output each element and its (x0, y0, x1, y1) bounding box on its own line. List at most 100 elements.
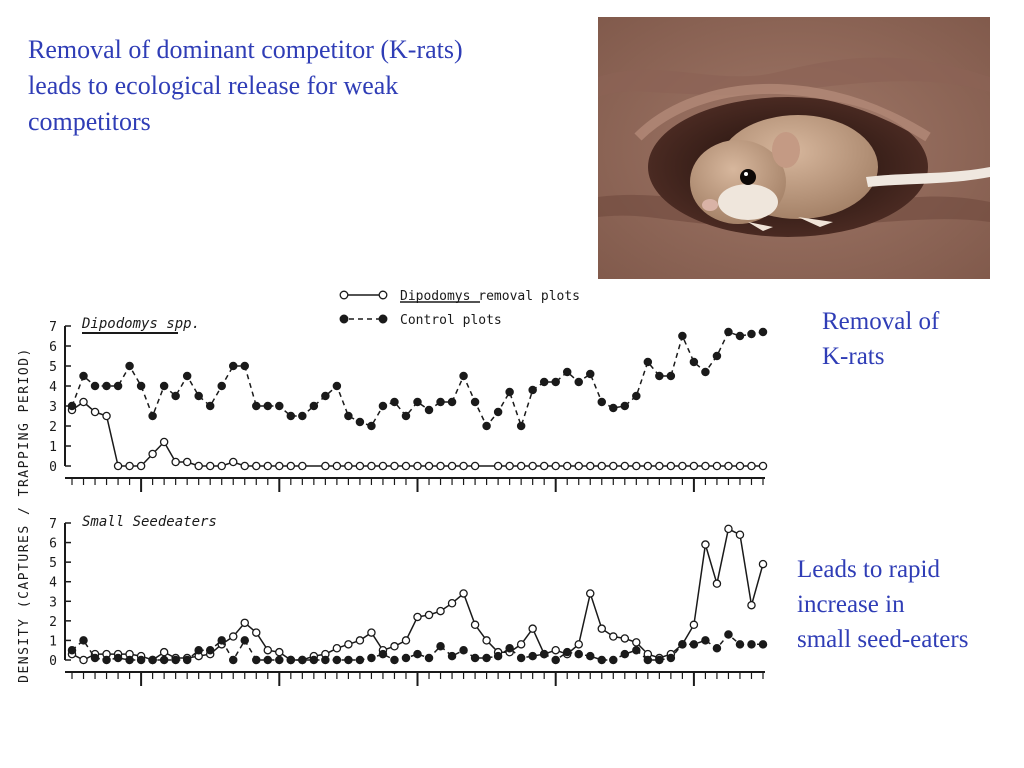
point-control (102, 655, 111, 665)
point-removal (367, 628, 376, 637)
point-control (632, 645, 641, 655)
point-control (67, 645, 77, 655)
point-control (113, 381, 123, 391)
point-removal (321, 461, 330, 471)
point-removal (286, 461, 296, 471)
series-line-removal (71, 527, 764, 661)
point-control (459, 371, 468, 381)
point-control (148, 655, 157, 665)
point-control (263, 655, 273, 665)
point-control (321, 391, 330, 401)
point-control (413, 397, 422, 407)
point-control (424, 653, 434, 663)
point-removal (159, 437, 169, 447)
y-tick-label: 3 (49, 400, 57, 415)
point-control (390, 397, 399, 407)
point-removal (724, 524, 733, 534)
point-control (298, 411, 307, 421)
point-control (102, 381, 111, 391)
legend-entry: Dipodomys removal plots (400, 289, 580, 304)
kangaroo-rat-photo (598, 17, 990, 279)
point-removal (712, 461, 722, 471)
y-tick-label: 2 (49, 420, 57, 435)
point-removal (666, 461, 676, 471)
point-removal (413, 612, 422, 622)
point-removal (482, 636, 491, 645)
point-removal (275, 461, 284, 471)
point-control (574, 649, 583, 659)
legend-marker (378, 314, 388, 324)
point-removal (574, 461, 583, 471)
point-control (263, 401, 273, 411)
point-control (655, 655, 664, 665)
point-removal (643, 461, 653, 471)
point-removal (263, 645, 273, 655)
legend-marker (339, 290, 349, 300)
point-removal (586, 461, 595, 471)
y-tick-label: 5 (49, 556, 57, 571)
point-control (562, 367, 572, 377)
point-removal (758, 559, 768, 569)
point-removal (332, 644, 342, 653)
density-charts: Dipodomys removal plots Control plots DEN… (17, 289, 768, 686)
point-control (505, 387, 514, 397)
point-control (655, 371, 664, 381)
point-control (597, 397, 607, 407)
point-control (125, 655, 134, 665)
point-removal (470, 620, 480, 630)
point-control (470, 653, 480, 663)
point-control (459, 645, 468, 655)
note-increase: Leads to rapid increase in small seed-ea… (797, 556, 969, 653)
legend-entry: Control plots (400, 313, 502, 328)
point-control (136, 381, 146, 391)
point-removal (252, 628, 261, 637)
y-tick-label: 7 (49, 517, 57, 532)
point-control (286, 655, 296, 665)
point-control (609, 655, 618, 665)
point-removal (344, 461, 353, 471)
point-control (574, 377, 583, 387)
note-removal: Removal of K-rats (822, 308, 940, 370)
point-removal (562, 461, 572, 471)
point-removal (586, 589, 595, 598)
point-removal (551, 645, 560, 655)
y-tick-label: 4 (49, 380, 57, 395)
point-removal (240, 461, 249, 471)
point-control (205, 645, 215, 655)
point-removal (620, 634, 630, 643)
point-removal (574, 640, 583, 649)
point-removal (712, 579, 722, 588)
point-removal (79, 397, 88, 407)
point-removal (597, 461, 607, 471)
point-removal (424, 461, 434, 471)
point-control (378, 401, 388, 411)
slide-title: Removal of dominant competitor (K-rats) … (28, 35, 463, 136)
point-removal (539, 461, 549, 471)
point-control (240, 636, 249, 645)
point-removal (390, 642, 399, 651)
point-removal (436, 461, 445, 471)
point-removal (735, 530, 745, 539)
point-control (528, 385, 537, 395)
point-removal (747, 600, 756, 610)
point-control (309, 401, 319, 411)
point-control (205, 401, 215, 411)
point-removal (632, 461, 641, 471)
y-tick-label: 7 (49, 320, 57, 335)
point-control (436, 397, 445, 407)
point-removal (528, 624, 537, 633)
point-control (182, 655, 192, 665)
point-removal (401, 636, 411, 645)
y-tick-label: 4 (49, 576, 57, 591)
point-control (332, 381, 342, 391)
chart-legend: Dipodomys removal plots Control plots (339, 289, 580, 328)
point-control (482, 653, 491, 663)
point-control (447, 651, 457, 661)
point-removal (344, 640, 353, 649)
panel-title: Dipodomys spp. (81, 316, 200, 332)
point-control (493, 407, 503, 417)
point-control (79, 371, 88, 381)
point-removal (171, 457, 180, 467)
y-axis-label: DENSITY (CAPTURES / TRAPPING PERIOD) (17, 347, 32, 683)
point-control (240, 361, 249, 371)
